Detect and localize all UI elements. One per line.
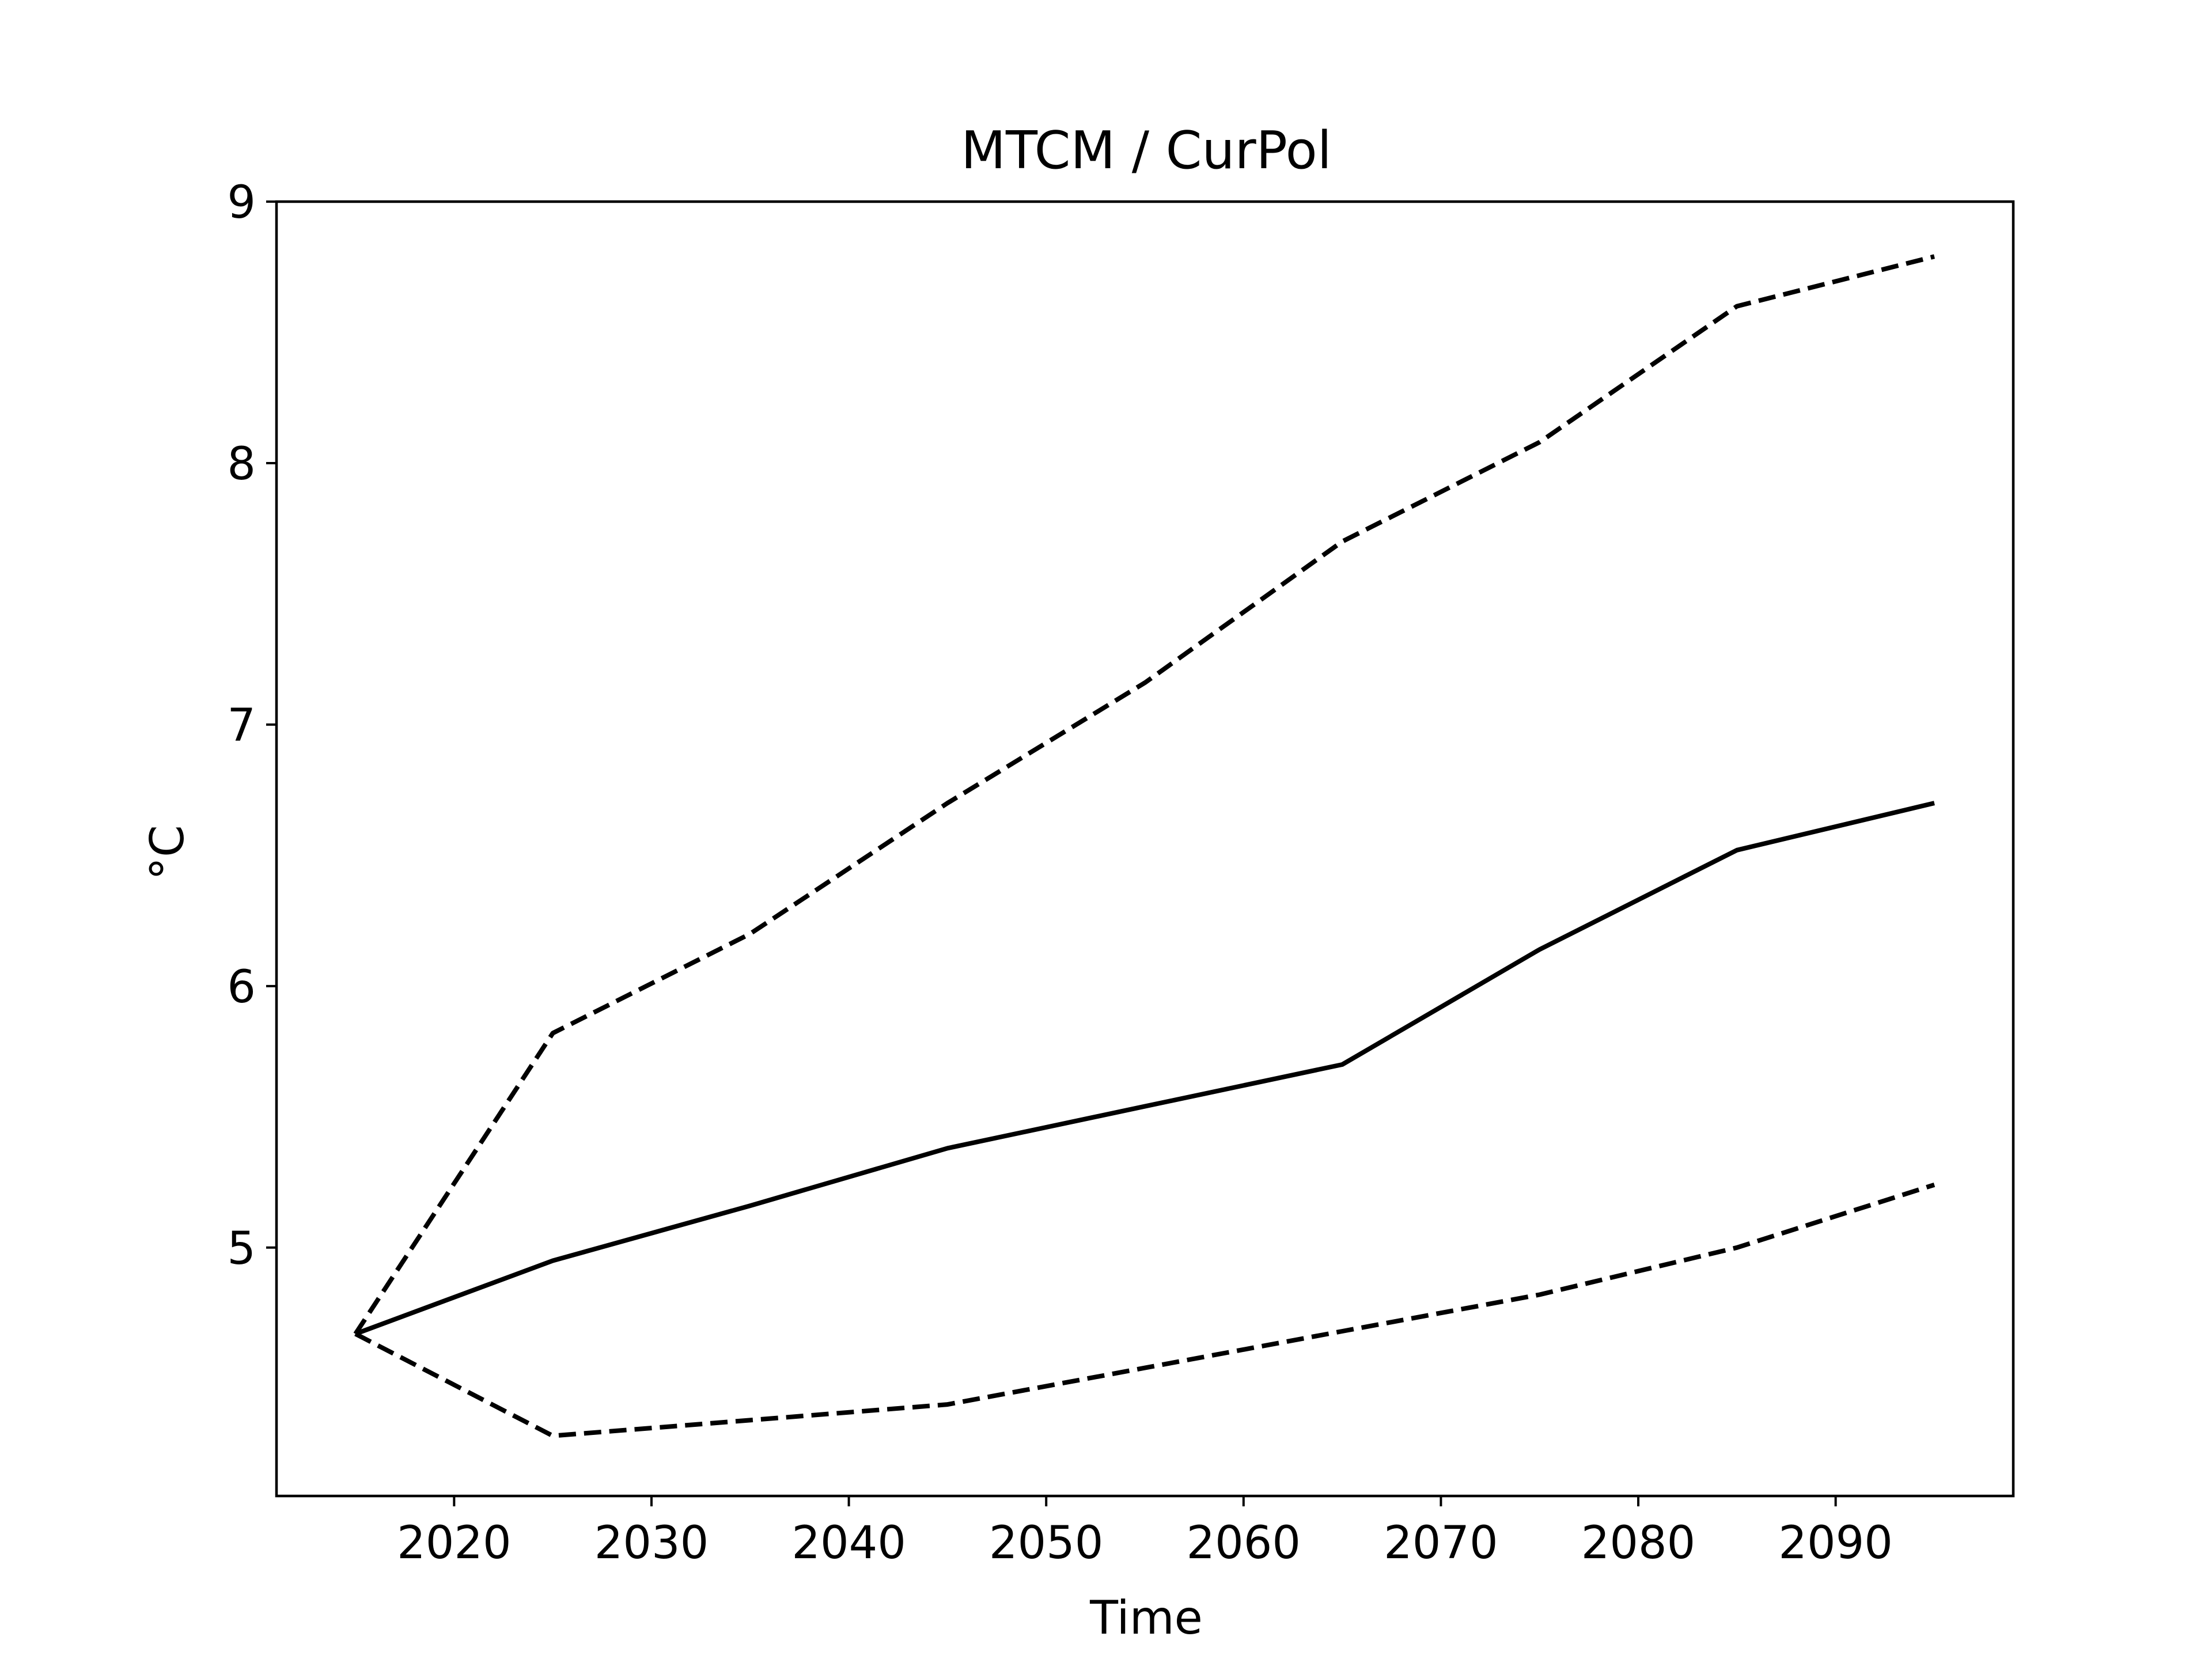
plot-frame [275,200,2015,1498]
x-tick-label: 2020 [397,1517,512,1569]
x-tick-label: 2060 [1187,1517,1301,1569]
y-tick-label: 7 [227,700,256,752]
series-layer [353,254,1936,1438]
y-tick-label: 8 [227,438,256,490]
y-tick-label: 9 [227,177,256,229]
series-line-2 [354,1182,1936,1438]
x-tick-label: 2050 [989,1517,1104,1569]
x-axis-ticks: 2020 2030 2040 2050 2060 2070 2080 2090 [397,1496,1893,1569]
x-tick-label: 2070 [1384,1517,1498,1569]
y-axis-label: °C [141,825,194,880]
x-tick-label: 2030 [594,1517,709,1569]
x-tick-label: 2040 [791,1517,906,1569]
series-line-1 [354,801,1935,1336]
y-tick-label: 5 [227,1223,256,1275]
y-tick-label: 6 [227,961,256,1013]
series-line-0 [353,254,1935,1335]
x-tick-label: 2080 [1581,1517,1696,1569]
x-tick-label: 2090 [1778,1517,1893,1569]
y-axis-ticks: 5 6 7 8 9 [227,177,276,1275]
chart-title: MTCM / CurPol [961,120,1331,181]
x-axis-label: Time [1089,1591,1203,1645]
